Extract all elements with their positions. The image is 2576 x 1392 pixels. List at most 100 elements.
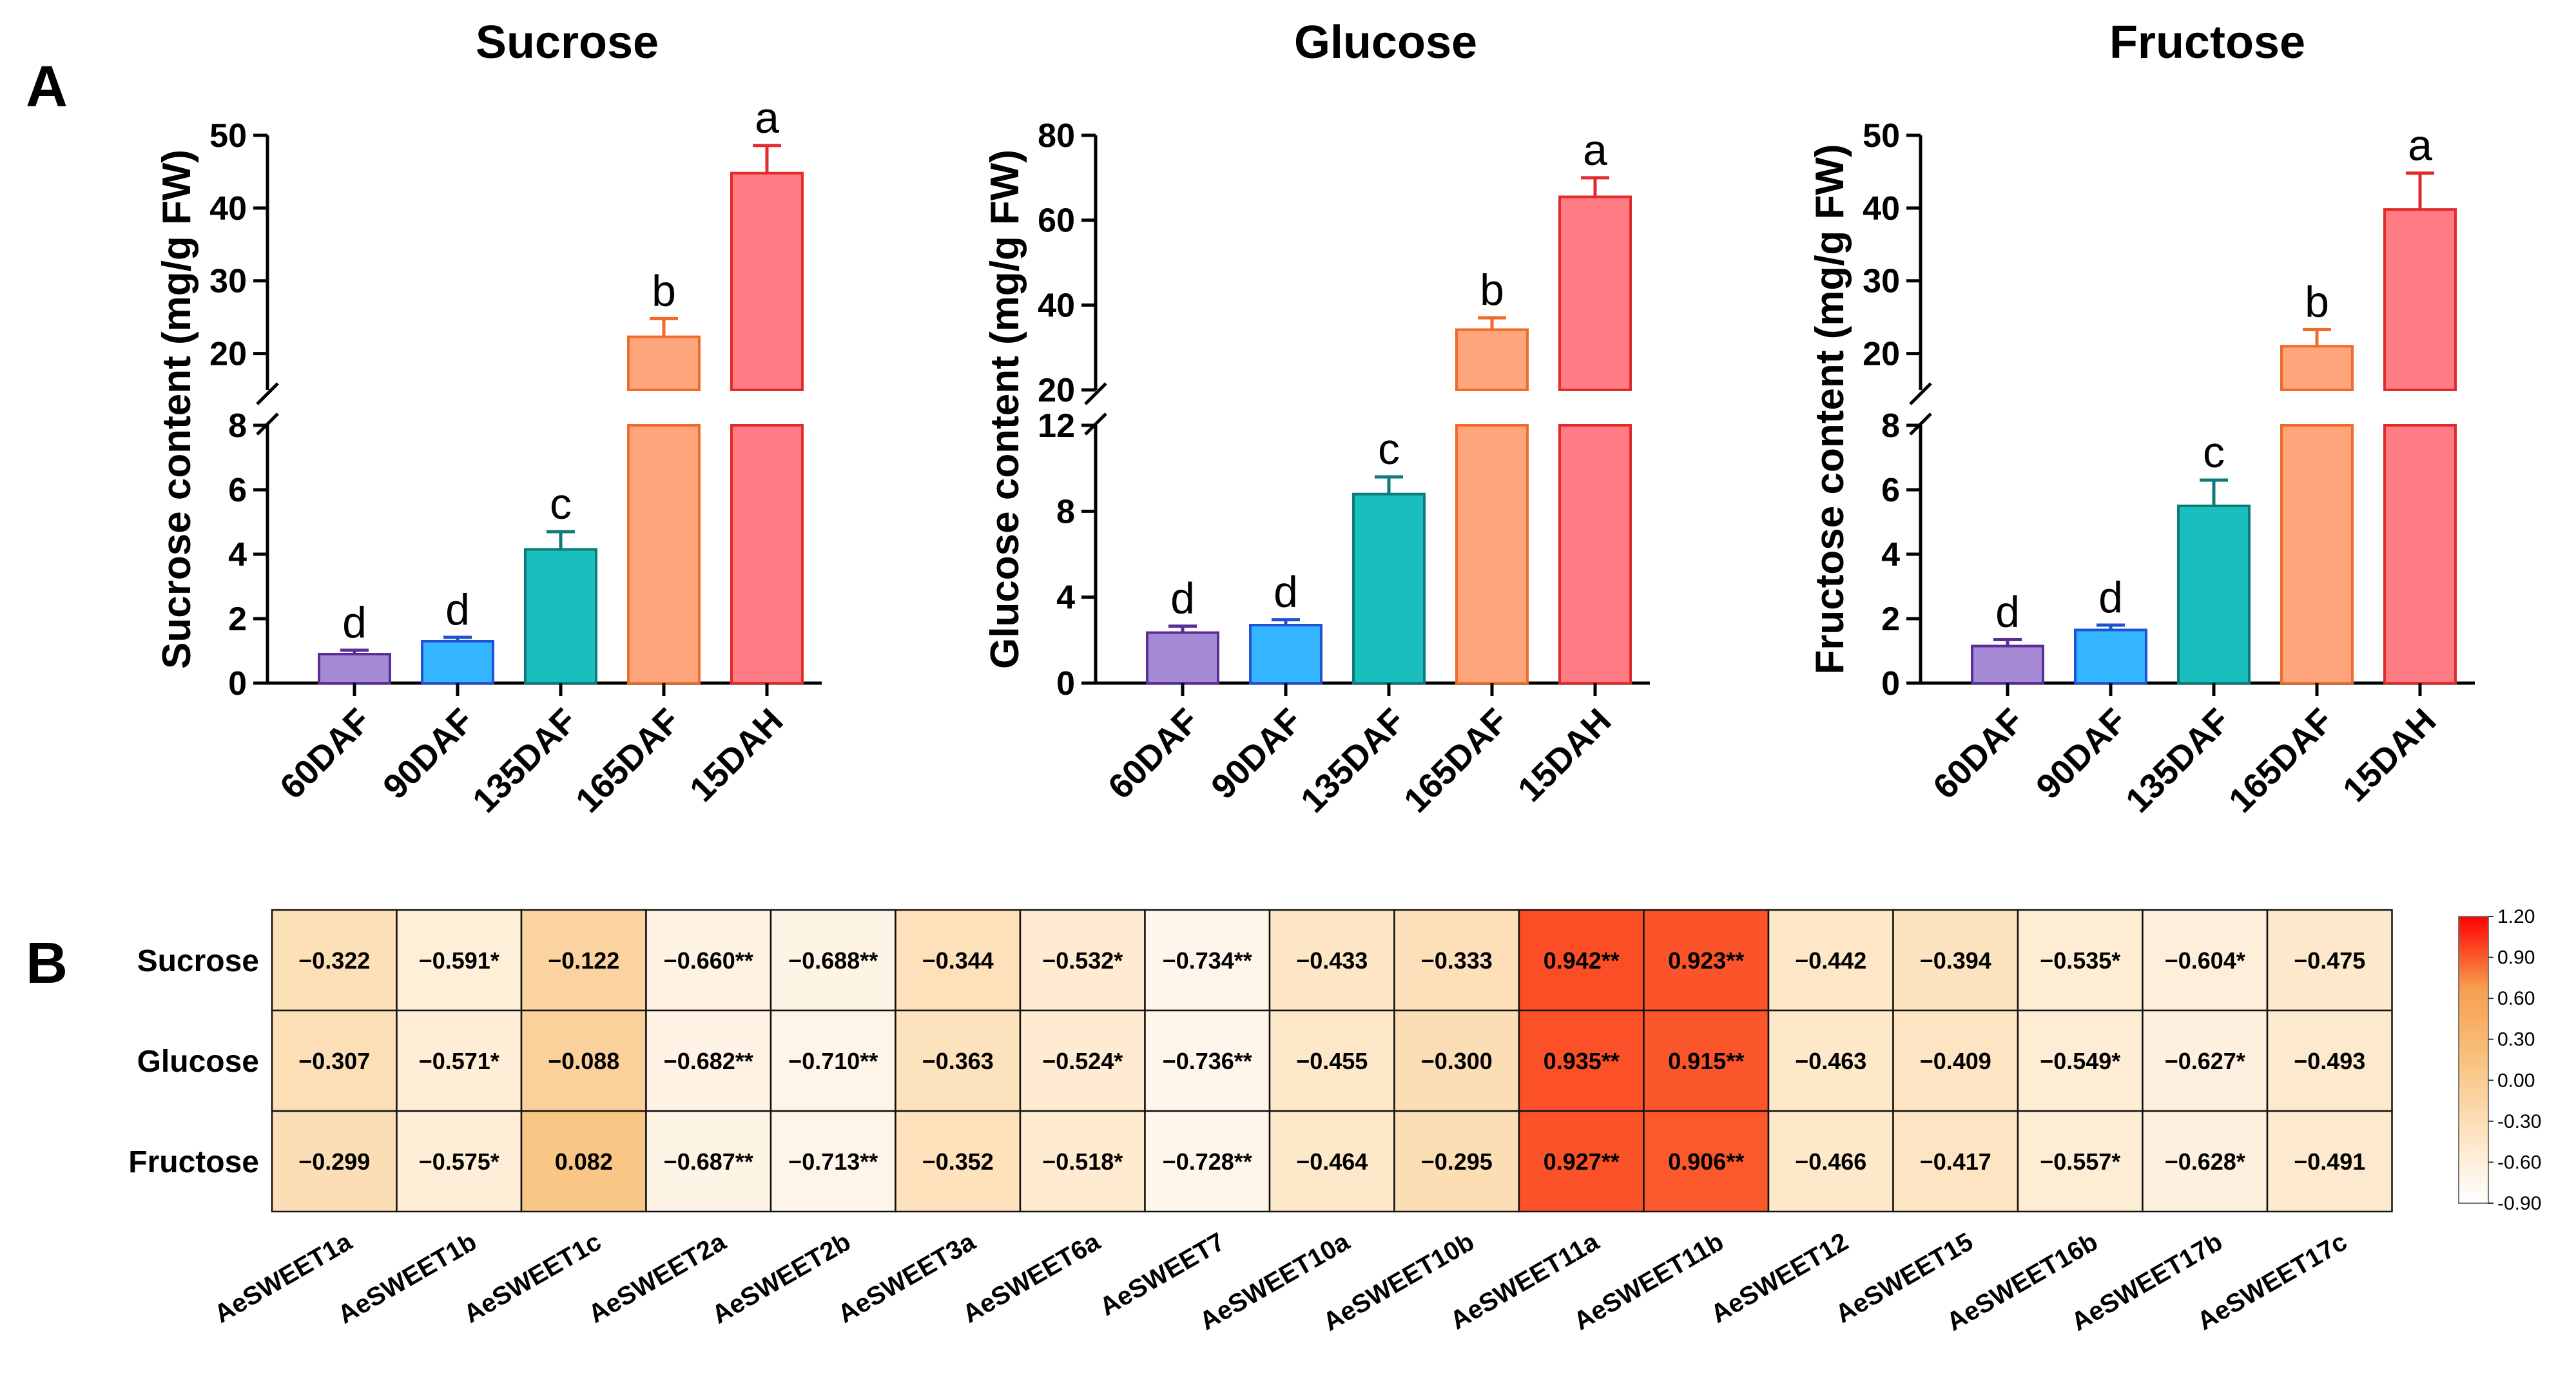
y-tick-label: 8 [1881, 407, 1900, 445]
significance-letter: b [1480, 266, 1504, 314]
heatmap-cell [2266, 1110, 2393, 1213]
heatmap-cell [1643, 1110, 1770, 1213]
bar [1558, 424, 1632, 684]
chart-title: Glucose [1294, 17, 1477, 68]
heatmap-cell-label: −0.736** [1163, 1048, 1252, 1074]
y-tick-label: 4 [1056, 579, 1075, 617]
bar [2074, 628, 2147, 684]
heatmap-cell [1767, 1110, 1894, 1213]
heatmap-cell-label: −0.466 [1795, 1148, 1866, 1175]
y-tick-label: 6 [1881, 472, 1900, 509]
y-tick-label: 40 [1038, 287, 1075, 324]
bar [627, 424, 701, 684]
heatmap-cell-label: −0.322 [298, 947, 370, 974]
colorbar-tick-label: 1.20 [2497, 906, 2535, 927]
heatmap-cell [895, 1110, 1022, 1213]
heatmap-cell-label: −0.417 [1920, 1148, 1991, 1175]
y-tick-label: 4 [1881, 536, 1900, 574]
y-tick-label: 8 [1056, 493, 1075, 530]
heatmap-cell-label: −0.088 [548, 1048, 619, 1074]
heatmap-cell [895, 1009, 1022, 1112]
y-tick-label: 6 [228, 472, 247, 509]
heatmap-cell [895, 909, 1022, 1012]
heatmap-cell-label: −0.300 [1421, 1048, 1493, 1074]
colorbar-tick-label: -0.30 [2497, 1111, 2541, 1132]
heatmap-row-label: Fructose [128, 1145, 259, 1179]
heatmap-cell [520, 1110, 647, 1213]
significance-letter: d [1995, 588, 2020, 637]
y-tick-label: 30 [209, 263, 247, 300]
heatmap-cell-label: −0.604* [2165, 947, 2245, 974]
heatmap-cell-label: −0.433 [1296, 947, 1368, 974]
heatmap-cell-label: −0.575* [419, 1148, 499, 1175]
heatmap-cell-label: −0.491 [2294, 1148, 2365, 1175]
heatmap-cell-label: −0.532* [1042, 947, 1123, 974]
heatmap-row-label: Sucrose [137, 944, 259, 978]
heatmap-cell [1019, 1110, 1146, 1213]
heatmap-cell-label: −0.627* [2165, 1048, 2245, 1074]
heatmap-cell [770, 1110, 896, 1213]
significance-letter: a [755, 93, 779, 142]
heatmap-cell [1518, 909, 1645, 1012]
bar-upper-segment [730, 171, 804, 391]
y-tick-label: 50 [1863, 117, 1900, 155]
bar [1971, 644, 2044, 684]
significance-letter: d [2098, 573, 2123, 622]
heatmap-cell [645, 909, 772, 1012]
heatmap-cell [396, 1110, 523, 1213]
heatmap-cell-label: 0.906** [1668, 1148, 1744, 1175]
bar-upper-segment [627, 335, 701, 391]
bar [730, 424, 804, 684]
heatmap-cell-label: −0.122 [548, 947, 619, 974]
heatmap-cell [1393, 1009, 1520, 1112]
y-tick-label: 20 [1038, 372, 1075, 409]
bar [1455, 424, 1529, 684]
chart-title: Sucrose [476, 17, 659, 68]
heatmap-cell-label: −0.295 [1421, 1148, 1493, 1175]
heatmap-cell [770, 909, 896, 1012]
colorbar-tick-label: 0.30 [2497, 1029, 2535, 1050]
colorbar [2458, 916, 2489, 1204]
heatmap-cell [1268, 909, 1395, 1012]
heatmap-cell-label: −0.352 [922, 1148, 994, 1175]
chart-title: Fructose [2109, 17, 2305, 68]
heatmap-cell-label: 0.927** [1544, 1148, 1620, 1175]
significance-letter: d [1170, 574, 1195, 623]
y-tick-label: 50 [209, 117, 247, 155]
y-tick-label: 12 [1038, 407, 1075, 445]
significance-letter: d [1273, 568, 1298, 617]
heatmap-cell-label: −0.363 [922, 1048, 994, 1074]
heatmap-cell-label: −0.710** [788, 1048, 878, 1074]
bar [1146, 631, 1219, 685]
y-axis-label: Fructose content (mg/g FW) [1808, 144, 1852, 674]
heatmap-cell-label: −0.299 [298, 1148, 370, 1175]
y-tick-label: 20 [209, 336, 247, 373]
heatmap-cell [1518, 1110, 1645, 1213]
y-tick-label: 2 [1881, 601, 1900, 638]
heatmap-cell-label: 0.082 [555, 1148, 613, 1175]
heatmap-cell [1268, 1110, 1395, 1213]
heatmap-cell-label: −0.571* [419, 1048, 499, 1074]
significance-letter: c [2203, 428, 2225, 477]
heatmap-cell-label: −0.682** [664, 1048, 753, 1074]
y-tick-label: 8 [228, 407, 247, 445]
y-tick-label: 30 [1863, 263, 1900, 300]
y-tick-label: 4 [228, 536, 247, 574]
bar-upper-segment [1558, 195, 1632, 391]
heatmap-cell-label: −0.549* [2040, 1048, 2120, 1074]
heatmap-cell [2142, 1110, 2269, 1213]
heatmap-cell-label: −0.628* [2165, 1148, 2245, 1175]
heatmap-cell-label: 0.923** [1668, 947, 1744, 974]
heatmap-cell-label: 0.915** [1668, 1048, 1744, 1074]
heatmap-cell-label: −0.475 [2294, 947, 2365, 974]
significance-letter: d [342, 598, 367, 647]
colorbar-tick-label: -0.60 [2497, 1152, 2541, 1173]
heatmap-cell [396, 909, 523, 1012]
heatmap-cell-label: −0.394 [1920, 947, 1991, 974]
significance-letter: a [1583, 126, 1607, 175]
heatmap-cell [1144, 1110, 1271, 1213]
bar [1352, 492, 1426, 685]
colorbar-tick-label: 0.00 [2497, 1070, 2535, 1091]
bar [2280, 424, 2354, 684]
significance-letter: a [2408, 121, 2432, 170]
